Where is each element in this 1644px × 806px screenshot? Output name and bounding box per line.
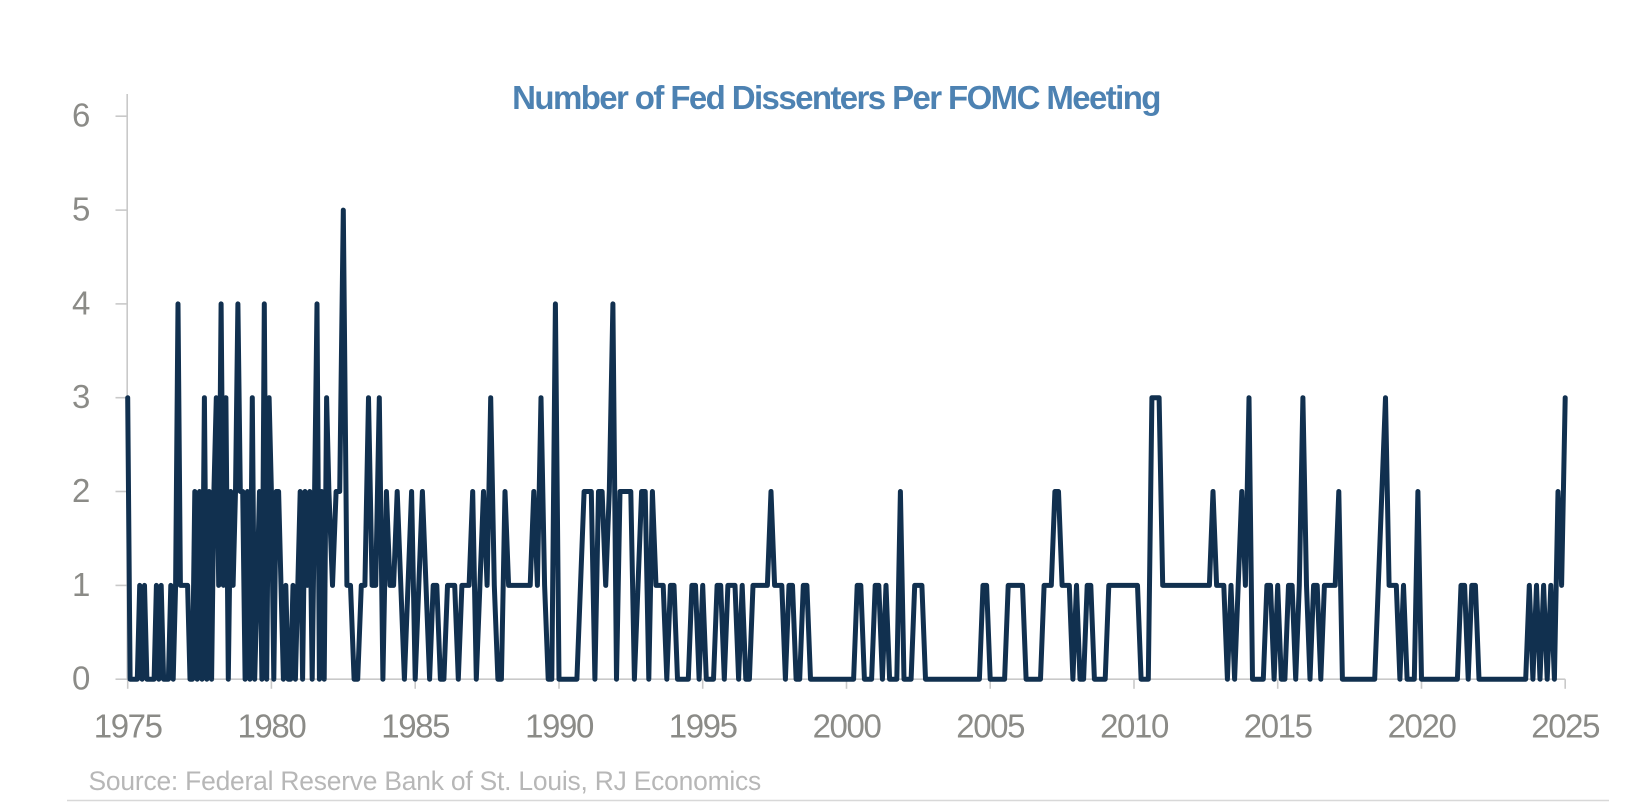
svg-text:Number of Fed Dissenters Per F: Number of Fed Dissenters Per FOMC Meetin… <box>512 79 1160 116</box>
svg-text:5: 5 <box>72 191 89 228</box>
svg-text:3: 3 <box>72 378 89 415</box>
svg-text:2005: 2005 <box>956 708 1024 745</box>
svg-text:2: 2 <box>72 472 89 509</box>
svg-text:Source: Federal Reserve Bank o: Source: Federal Reserve Bank of St. Loui… <box>89 766 762 796</box>
svg-text:4: 4 <box>72 284 90 321</box>
svg-text:0: 0 <box>72 660 90 697</box>
svg-text:1975: 1975 <box>94 708 162 745</box>
svg-text:6: 6 <box>72 97 89 134</box>
svg-text:1990: 1990 <box>525 708 594 745</box>
svg-text:1980: 1980 <box>237 708 306 745</box>
svg-text:2015: 2015 <box>1244 708 1312 745</box>
svg-text:2000: 2000 <box>813 708 882 745</box>
svg-text:1995: 1995 <box>669 708 737 745</box>
svg-text:2020: 2020 <box>1388 708 1457 745</box>
svg-text:2025: 2025 <box>1531 708 1599 745</box>
svg-text:1985: 1985 <box>381 708 449 745</box>
svg-text:2010: 2010 <box>1100 708 1169 745</box>
svg-text:1: 1 <box>72 566 89 603</box>
